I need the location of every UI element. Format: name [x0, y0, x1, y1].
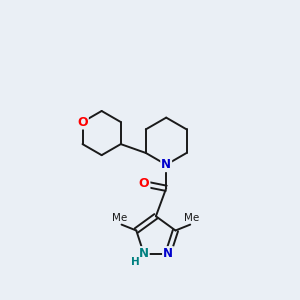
Text: H: H: [131, 257, 140, 267]
Text: N: N: [163, 247, 173, 260]
Text: N: N: [139, 247, 149, 260]
Text: Me: Me: [184, 213, 199, 223]
Text: O: O: [139, 177, 149, 190]
Text: Me: Me: [112, 213, 128, 223]
Text: N: N: [161, 158, 171, 171]
Text: O: O: [77, 116, 88, 128]
